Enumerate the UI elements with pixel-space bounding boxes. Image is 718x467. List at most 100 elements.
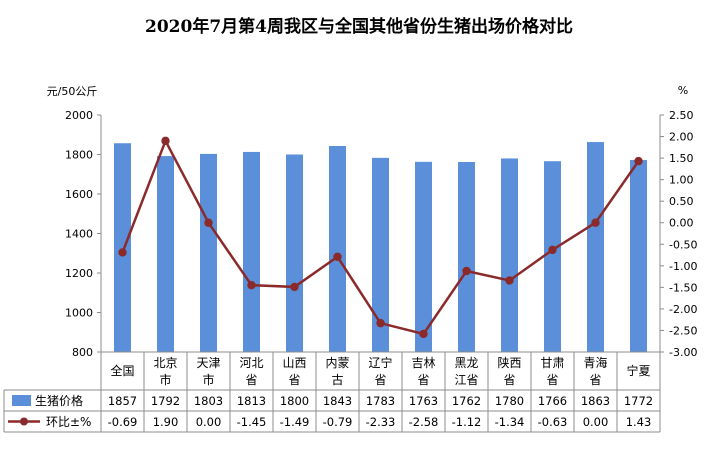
category-label: 黑龙 <box>454 356 478 370</box>
bar <box>501 158 518 352</box>
bar-value-label: 1857 <box>108 394 137 408</box>
category-label: 市 <box>159 372 171 387</box>
y-right-tick-label: 2.00 <box>669 131 694 144</box>
line-marker <box>333 252 342 261</box>
line-marker <box>161 136 170 146</box>
category-label: 山西 <box>282 356 306 370</box>
bar-value-label: 1813 <box>237 394 266 408</box>
line-value-label: 1.43 <box>626 415 652 429</box>
bar-value-label: 1863 <box>581 394 610 408</box>
line-value-label: -1.12 <box>452 415 482 429</box>
category-label: 省 <box>503 373 515 387</box>
bar-value-label: 1766 <box>538 394 567 408</box>
y-left-tick-label: 1200 <box>65 267 93 280</box>
line-marker <box>290 282 299 292</box>
y-right-tick-label: 1.50 <box>669 152 694 165</box>
category-label: 省 <box>417 373 429 387</box>
category-label: 省 <box>546 373 558 387</box>
category-label: 省 <box>589 373 601 387</box>
category-label: 辽宁 <box>368 355 392 370</box>
y-right-tick-label: -1.00 <box>669 260 697 273</box>
chart-title: 2020年7月第4周我区与全国其他省份生猪出场价格对比 <box>145 17 573 37</box>
y-right-tick-label: -3.00 <box>669 346 697 359</box>
category-label: 甘肃 <box>540 356 564 370</box>
y-right-tick-label: -2.00 <box>669 303 697 316</box>
bar <box>415 161 432 352</box>
y-right-tick-label: 0.00 <box>669 217 694 230</box>
line-marker <box>591 218 600 227</box>
legend-label-bar: 生猪价格 <box>35 393 83 408</box>
bar <box>372 157 389 352</box>
line-marker <box>204 218 213 227</box>
y-left-tick-label: 1600 <box>65 188 93 201</box>
line-marker <box>419 329 428 339</box>
line-value-label: -0.69 <box>108 415 138 429</box>
line-marker <box>376 318 385 328</box>
category-label: 江省 <box>454 373 478 387</box>
legend-label-line: 环比±% <box>46 415 91 429</box>
line-marker <box>462 266 471 276</box>
category-label: 天津 <box>196 356 220 370</box>
bar <box>243 151 260 352</box>
category-label: 古 <box>331 372 343 387</box>
y-left-tick-label: 2000 <box>65 109 93 122</box>
bar <box>157 156 174 352</box>
line-value-label: 0.00 <box>583 415 609 429</box>
bar <box>587 142 604 352</box>
bar-value-label: 1843 <box>323 394 352 408</box>
bar <box>544 161 561 352</box>
y-left-tick-label: 1800 <box>65 149 93 162</box>
bar <box>200 153 217 352</box>
bar-value-label: 1783 <box>366 394 395 408</box>
y-right-tick-label: 0.50 <box>669 195 694 208</box>
line-marker <box>548 245 557 255</box>
y-left-unit: 元/50公斤 <box>47 85 98 98</box>
category-label: 吉林 <box>411 356 435 370</box>
y-right-unit: % <box>678 84 688 97</box>
bar-value-label: 1763 <box>409 394 438 408</box>
line-value-label: -1.34 <box>495 415 525 429</box>
category-label: 全国 <box>110 363 134 378</box>
y-left-tick-label: 1400 <box>65 228 93 241</box>
bar-value-label: 1780 <box>495 394 524 408</box>
y-right-tick-label: -2.50 <box>669 324 697 337</box>
bar <box>286 154 303 352</box>
bar <box>630 160 647 352</box>
category-label: 内蒙 <box>325 356 349 370</box>
y-left-tick-label: 1000 <box>65 307 93 320</box>
line-value-label: -0.63 <box>538 415 568 429</box>
line-value-label: -1.49 <box>280 415 310 429</box>
category-label: 河北 <box>239 356 263 370</box>
category-label: 宁夏 <box>626 363 650 378</box>
y-right-tick-label: 2.50 <box>669 109 694 122</box>
bar-value-label: 1800 <box>280 394 309 408</box>
category-label: 青海 <box>583 355 607 370</box>
category-label: 省 <box>374 373 386 387</box>
line-marker <box>247 281 256 290</box>
bar-value-label: 1772 <box>624 394 653 408</box>
bar <box>458 162 475 352</box>
category-label: 陕西 <box>497 355 521 370</box>
bar-value-label: 1803 <box>194 394 223 408</box>
y-right-tick-label: -1.50 <box>669 281 697 294</box>
y-right-tick-label: 1.00 <box>669 174 694 187</box>
bar-value-label: 1762 <box>452 394 481 408</box>
line-marker <box>634 156 643 166</box>
line-marker <box>505 276 514 285</box>
line-value-label: 1.90 <box>153 415 179 429</box>
line-value-label: -2.33 <box>366 415 396 429</box>
bar <box>329 146 346 352</box>
bar-value-label: 1792 <box>151 394 180 408</box>
category-label: 北京 <box>153 356 177 370</box>
legend-key-marker <box>20 417 28 426</box>
line-value-label: -2.58 <box>409 415 439 429</box>
line-value-label: 0.00 <box>196 415 222 429</box>
category-label: 省 <box>288 373 300 387</box>
line-value-label: -0.79 <box>323 415 353 429</box>
category-label: 省 <box>245 373 257 387</box>
y-right-tick-label: -0.50 <box>669 238 697 251</box>
line-marker <box>118 248 127 257</box>
bar <box>114 143 131 352</box>
category-label: 市 <box>202 372 214 387</box>
